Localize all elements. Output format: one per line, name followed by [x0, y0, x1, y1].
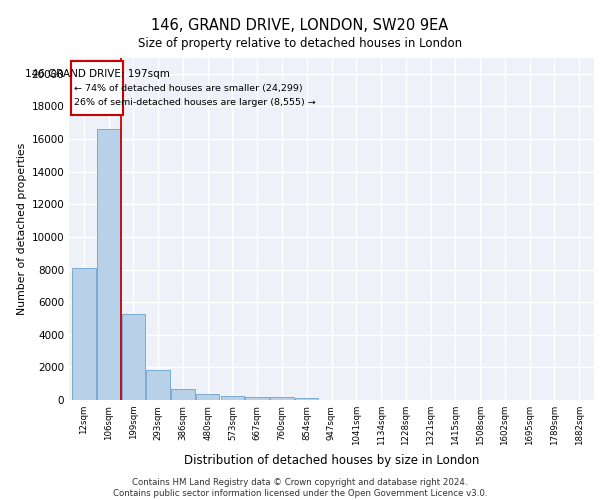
FancyBboxPatch shape — [71, 61, 124, 114]
Bar — [295, 398, 319, 400]
Text: ← 74% of detached houses are smaller (24,299): ← 74% of detached houses are smaller (24… — [74, 84, 302, 92]
Text: Contains HM Land Registry data © Crown copyright and database right 2024.
Contai: Contains HM Land Registry data © Crown c… — [113, 478, 487, 498]
Bar — [72, 268, 95, 400]
Bar — [171, 388, 194, 400]
Text: Size of property relative to detached houses in London: Size of property relative to detached ho… — [138, 38, 462, 51]
Text: 26% of semi-detached houses are larger (8,555) →: 26% of semi-detached houses are larger (… — [74, 98, 316, 108]
Text: 146 GRAND DRIVE: 197sqm: 146 GRAND DRIVE: 197sqm — [25, 69, 170, 79]
Bar — [146, 370, 170, 400]
Text: 146, GRAND DRIVE, LONDON, SW20 9EA: 146, GRAND DRIVE, LONDON, SW20 9EA — [151, 18, 449, 32]
Bar — [245, 396, 269, 400]
Bar — [221, 396, 244, 400]
Bar — [270, 397, 294, 400]
Bar — [122, 314, 145, 400]
Y-axis label: Number of detached properties: Number of detached properties — [17, 142, 27, 315]
Bar — [196, 394, 220, 400]
X-axis label: Distribution of detached houses by size in London: Distribution of detached houses by size … — [184, 454, 479, 466]
Bar — [97, 130, 121, 400]
